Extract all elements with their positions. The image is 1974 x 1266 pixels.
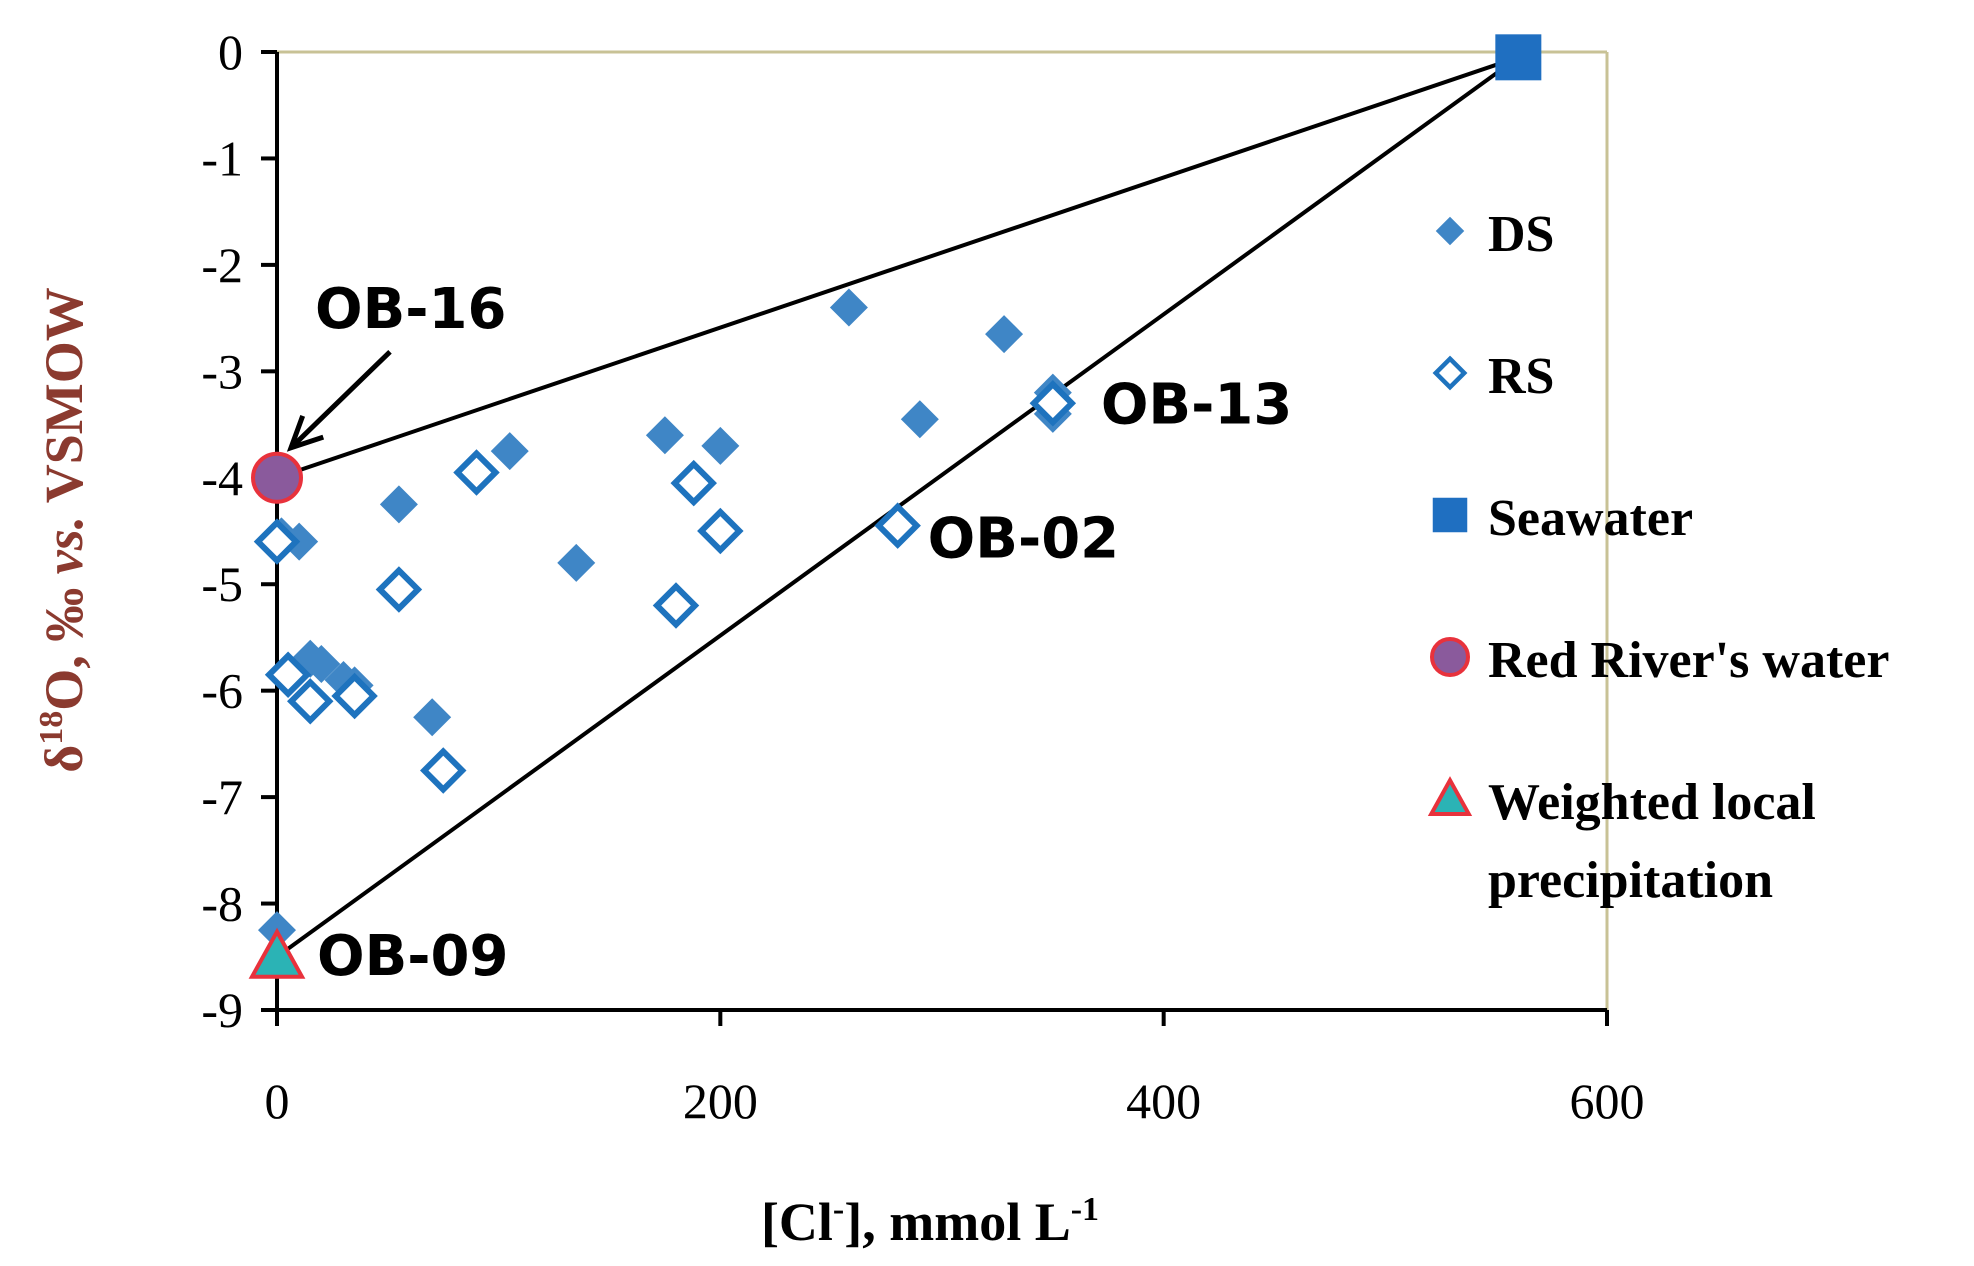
point-rs <box>331 672 378 720</box>
annotation-arrow-shaft <box>289 349 392 450</box>
point-ds <box>302 645 341 684</box>
legend-label-ds: DS <box>1488 206 1554 263</box>
point-rs <box>264 651 312 698</box>
y-tick-label: -3 <box>201 343 243 399</box>
x-tick-label: 0 <box>265 1073 290 1129</box>
annotations: OB-16 OB-13 OB-02 OB-09 <box>286 277 1292 989</box>
point-rs <box>453 449 500 496</box>
point-ds <box>490 432 529 471</box>
point-ds <box>645 416 684 455</box>
y-tick-label: -7 <box>201 769 243 825</box>
point-rs <box>253 518 301 565</box>
y-tick-labels: 0 -1 -2 -3 -4 -5 -6 -7 -8 -9 <box>201 24 243 1038</box>
point-rs <box>874 502 921 549</box>
point-rs <box>420 747 467 794</box>
annotation-arrow-head <box>286 414 325 452</box>
y-tick-label: -8 <box>201 876 243 932</box>
legend-label-seawater: Seawater <box>1488 490 1693 547</box>
point-ds <box>379 485 418 524</box>
y-tick-label: -5 <box>201 556 243 612</box>
mixing-line-1 <box>276 55 1519 480</box>
point-rs <box>375 566 423 613</box>
point-seawater <box>1495 34 1542 81</box>
annotation-ob-09: OB-09 <box>317 924 508 989</box>
point-ds <box>701 426 740 465</box>
annotation-ob-16: OB-16 <box>315 277 506 342</box>
y-tick-label: -9 <box>201 982 243 1038</box>
y-tick-label: -1 <box>201 130 243 186</box>
annotation-ob-02: OB-02 <box>928 507 1119 572</box>
x-tick-label: 200 <box>683 1073 758 1129</box>
point-ds <box>557 543 596 582</box>
point-ds <box>900 400 939 439</box>
point-rs <box>670 459 717 507</box>
legend-label-rs: RS <box>1488 348 1554 405</box>
annotation-ob-13: OB-13 <box>1101 372 1292 437</box>
point-rs <box>652 582 700 629</box>
x-tick-label: 400 <box>1126 1073 1201 1129</box>
legend-marker-seawater <box>1432 497 1468 533</box>
point-rs <box>697 507 744 555</box>
point-ds <box>413 698 452 737</box>
y-tick-label: -2 <box>201 237 243 293</box>
data-points <box>248 34 1542 979</box>
x-tick-labels: 0 200 400 600 <box>265 1073 1645 1129</box>
point-rs <box>1029 380 1077 427</box>
legend-marker-red-river-s-water <box>1430 637 1470 677</box>
y-tick-label: -6 <box>201 663 243 719</box>
plot-frame <box>277 50 1609 1010</box>
legend-marker-ds <box>1435 216 1465 246</box>
point-red-river-s-water <box>251 451 303 504</box>
legend-marker-rs <box>1432 355 1468 391</box>
point-rs <box>287 678 334 725</box>
y-tick-label: 0 <box>218 24 243 80</box>
point-weighted-local-precipitation <box>248 927 306 979</box>
legend: DS RS Seawater Red River's water Weighted lo… <box>1427 206 1889 909</box>
legend-marker-weighted-local-precipitation <box>1427 776 1473 816</box>
x-axis-title: [Cl-], mmol L-1 <box>761 1191 1099 1252</box>
legend-label-red-river-s-water: Red River's water <box>1488 632 1889 689</box>
point-ds <box>829 288 868 327</box>
point-ds <box>985 315 1024 354</box>
legend-label-weighted-local-precipitation: Weighted local precipitation <box>1488 774 1816 909</box>
x-tick-label: 600 <box>1570 1073 1645 1129</box>
y-tick-label: -4 <box>201 450 243 506</box>
y-axis-title: δ18O, ‰ vs. VSMOW <box>33 287 94 773</box>
